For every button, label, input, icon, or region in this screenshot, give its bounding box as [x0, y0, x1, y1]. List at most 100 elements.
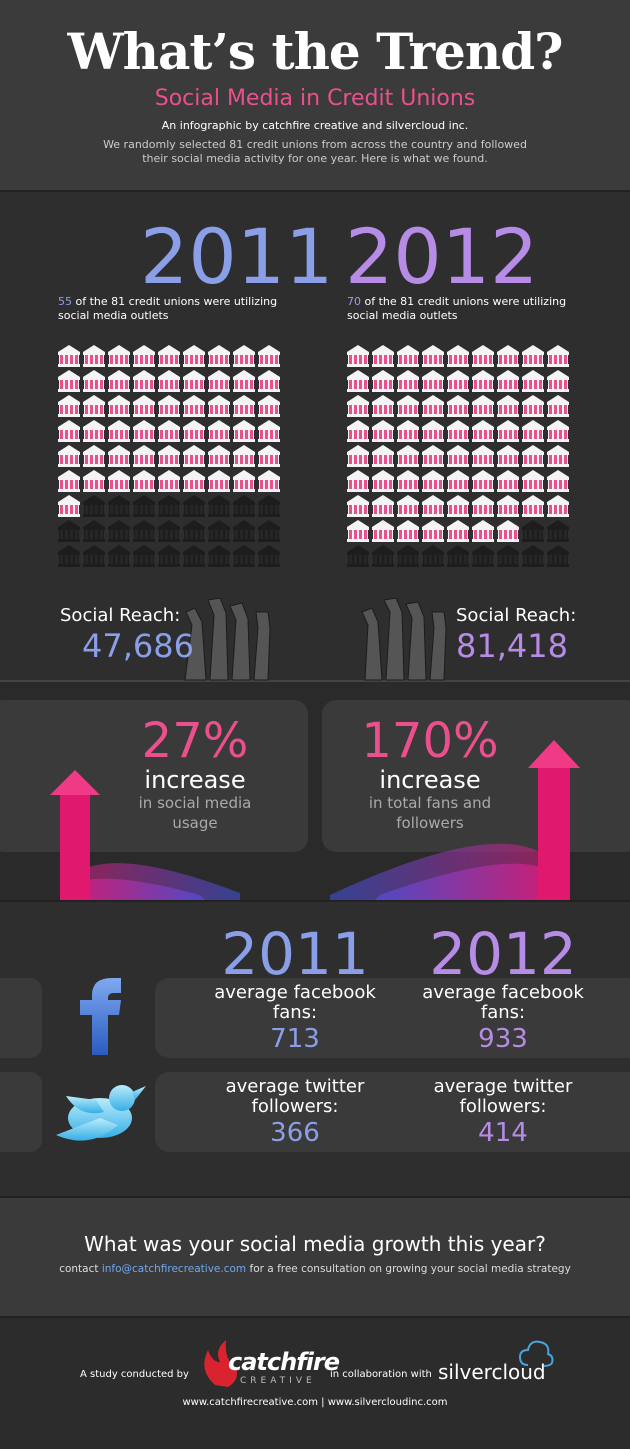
pillar	[115, 505, 118, 514]
bank-icon-active	[372, 395, 394, 417]
wall	[348, 355, 368, 364]
base	[108, 414, 130, 417]
base	[83, 414, 105, 417]
pillar	[399, 355, 402, 364]
pillar	[409, 380, 412, 389]
pillar	[409, 505, 412, 514]
bank-icon-inactive	[208, 520, 230, 542]
roof	[497, 520, 519, 527]
bank-icon-inactive	[347, 545, 369, 567]
wall	[234, 480, 254, 489]
frieze	[83, 452, 105, 455]
count: 55	[58, 295, 72, 308]
pillar	[549, 405, 552, 414]
pillar	[349, 405, 352, 414]
pillar	[270, 430, 273, 439]
pillar	[190, 505, 193, 514]
pillar	[449, 355, 452, 364]
pillar	[439, 405, 442, 414]
url[interactable]: www.silvercloudinc.com	[327, 1397, 448, 1408]
pillar	[90, 505, 93, 514]
roof	[258, 470, 280, 477]
pillar	[499, 480, 502, 489]
pillar	[225, 480, 228, 489]
roof	[347, 520, 369, 527]
base	[58, 414, 80, 417]
roof	[233, 520, 255, 527]
reach-label: Social Reach:	[456, 605, 577, 626]
reach-label: Social Reach:	[60, 605, 181, 626]
base	[133, 389, 155, 392]
wall	[448, 405, 468, 414]
base	[133, 514, 155, 517]
pillar	[374, 555, 377, 564]
base	[233, 439, 255, 442]
frieze	[133, 352, 155, 355]
roof	[397, 345, 419, 352]
pillar	[195, 430, 198, 439]
separator: |	[321, 1397, 325, 1408]
pillar	[145, 505, 148, 514]
roof	[208, 520, 230, 527]
wall	[523, 505, 543, 514]
roof	[183, 470, 205, 477]
pillar	[225, 405, 228, 414]
pillar	[260, 530, 263, 539]
pillar	[414, 480, 417, 489]
pillar	[554, 430, 557, 439]
bank-icon-inactive	[183, 520, 205, 542]
bank-icon-active	[547, 370, 569, 392]
pillar	[554, 530, 557, 539]
base	[472, 464, 494, 467]
icon-grids	[58, 345, 569, 567]
wall	[234, 530, 254, 539]
pillar	[449, 555, 452, 564]
pillar	[559, 505, 562, 514]
pillar	[424, 380, 427, 389]
pillar	[75, 480, 78, 489]
pillar	[549, 455, 552, 464]
pillar	[190, 480, 193, 489]
frieze	[522, 427, 544, 430]
pillar	[145, 405, 148, 414]
frieze	[522, 502, 544, 505]
base	[183, 539, 205, 542]
wall	[373, 380, 393, 389]
bank-icon-inactive	[158, 545, 180, 567]
wall	[109, 455, 129, 464]
frieze	[397, 377, 419, 380]
total: 81	[400, 295, 415, 308]
frieze	[522, 552, 544, 555]
email[interactable]: info@catchfirecreative.com	[101, 1263, 247, 1275]
roof	[58, 370, 80, 377]
bank-icon-inactive	[447, 545, 469, 567]
url[interactable]: www.catchfirecreative.com	[182, 1397, 318, 1408]
pillar	[374, 530, 377, 539]
roof	[208, 345, 230, 352]
wall	[423, 455, 443, 464]
bank-icon-active	[183, 345, 205, 367]
pillar	[85, 430, 88, 439]
bank-icon-active	[472, 370, 494, 392]
roof	[208, 470, 230, 477]
roof	[347, 545, 369, 552]
bank-icon-active	[347, 420, 369, 442]
pillar	[454, 455, 457, 464]
fan	[60, 863, 240, 900]
pillar	[270, 355, 273, 364]
roof	[522, 470, 544, 477]
pillar	[509, 430, 512, 439]
base	[447, 489, 469, 492]
base	[447, 564, 469, 567]
pillar	[509, 380, 512, 389]
base	[108, 364, 130, 367]
frieze	[372, 477, 394, 480]
pillar	[70, 530, 73, 539]
frieze	[158, 502, 180, 505]
pillar	[265, 430, 268, 439]
frieze	[133, 402, 155, 405]
roof	[447, 445, 469, 452]
pillar	[459, 480, 462, 489]
frieze	[472, 452, 494, 455]
base	[133, 464, 155, 467]
